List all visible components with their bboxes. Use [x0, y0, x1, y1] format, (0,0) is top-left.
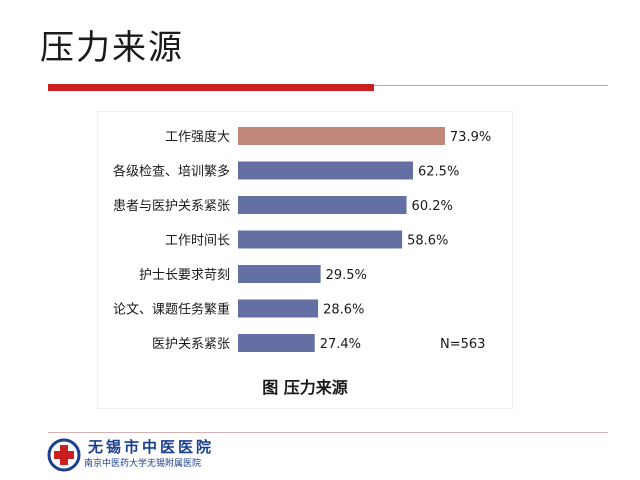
category-label: 患者与医护关系紧张: [113, 199, 230, 214]
data-label: 60.2%: [412, 199, 453, 214]
data-label: 28.6%: [323, 303, 364, 318]
category-label: 工作时间长: [165, 234, 230, 249]
title-divider-line: [374, 85, 608, 86]
hospital-name: 无锡市中医医院: [88, 438, 215, 456]
chart-title: 图 压力来源: [262, 378, 348, 397]
footer-divider-line: [48, 432, 608, 433]
category-label: 护士长要求苛刻: [139, 268, 230, 283]
chart-bar: [238, 127, 445, 145]
red-cross-circle-icon: [47, 438, 81, 472]
page-title: 压力来源: [40, 28, 184, 68]
data-label: 58.6%: [407, 234, 448, 249]
chart-bar: [238, 299, 319, 318]
data-label: 73.9%: [450, 130, 491, 145]
chart-panel: 工作强度大 73.9% 各级检查、培训繁多 62.5% 患者与医护关系紧张 60.2% 工作…: [98, 112, 512, 408]
title-accent-bar: [48, 84, 374, 91]
category-label: 工作强度大: [165, 129, 230, 145]
chart-bar: [238, 196, 407, 214]
chart-bar: [238, 161, 413, 180]
data-label: 62.5%: [418, 165, 459, 180]
chart-bar: [238, 334, 315, 352]
category-label: 医护关系紧张: [152, 337, 230, 352]
sample-size-annotation: N=563: [440, 337, 485, 352]
chart-bar: [238, 265, 321, 283]
data-label: 29.5%: [326, 268, 367, 283]
hospital-subtitle: 南京中医药大学无锡附属医院: [84, 459, 202, 469]
chart-bar: [238, 230, 403, 249]
category-label: 论文、课题任务繁重: [113, 302, 230, 318]
category-label: 各级检查、培训繁多: [113, 164, 230, 180]
bar-chart: 工作强度大 73.9% 各级检查、培训繁多 62.5% 患者与医护关系紧张 60.2% 工作…: [113, 127, 491, 397]
data-label: 27.4%: [320, 337, 361, 352]
